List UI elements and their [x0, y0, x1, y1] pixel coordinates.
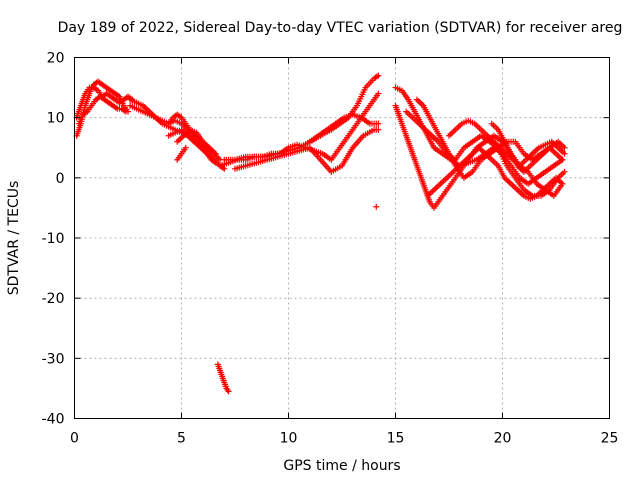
data-point	[561, 144, 568, 151]
data-point	[375, 126, 382, 133]
series-trace-t	[424, 144, 566, 202]
series-trace-i	[174, 144, 189, 163]
data-point	[375, 90, 382, 97]
y-axis-label: SDTVAR / TECUs	[6, 181, 22, 296]
x-tick-label: 5	[177, 431, 186, 447]
chart-title: Day 189 of 2022, Sidereal Day-to-day VTE…	[58, 20, 623, 36]
data-point	[559, 156, 566, 163]
series-trace-b	[73, 84, 136, 121]
data-point	[561, 150, 568, 157]
x-tick-label: 15	[387, 431, 405, 447]
data-point	[375, 120, 382, 127]
x-axis-label: GPS time / hours	[283, 458, 400, 474]
x-tick-label: 25	[601, 431, 619, 447]
series-outlier	[373, 203, 380, 210]
x-tick-label: 10	[280, 431, 298, 447]
y-tick-label: -20	[42, 291, 65, 307]
y-tick-label: -30	[42, 351, 65, 367]
series-trace-h	[165, 126, 204, 148]
grid	[74, 57, 610, 419]
data-point	[559, 180, 566, 187]
x-tick-label: 0	[70, 431, 79, 447]
axis-ticks	[74, 57, 610, 419]
x-tick-labels: 0 5 10 15 20 25	[70, 431, 618, 447]
y-tick-label: 0	[56, 171, 65, 187]
series-trace-u	[488, 120, 566, 175]
series-trace-n	[214, 361, 232, 395]
series-trace-l	[232, 126, 382, 175]
y-tick-label: 10	[47, 111, 65, 127]
series-trace-m	[306, 111, 382, 145]
data-point	[225, 388, 232, 395]
data-point	[561, 168, 568, 175]
data-point	[212, 150, 219, 157]
data-point	[212, 159, 219, 166]
data-points	[73, 72, 568, 395]
data-point	[182, 144, 189, 151]
x-tick-label: 20	[494, 431, 512, 447]
y-tick-label: 20	[47, 51, 65, 67]
data-point	[373, 203, 380, 210]
series-trace-c	[75, 93, 129, 127]
y-tick-label: -40	[42, 412, 65, 428]
data-point	[122, 108, 129, 115]
data-point	[375, 72, 382, 79]
data-point	[197, 141, 204, 148]
y-tick-label: -10	[42, 231, 65, 247]
y-tick-labels: -40 -30 -20 -10 0 10 20	[42, 51, 65, 428]
